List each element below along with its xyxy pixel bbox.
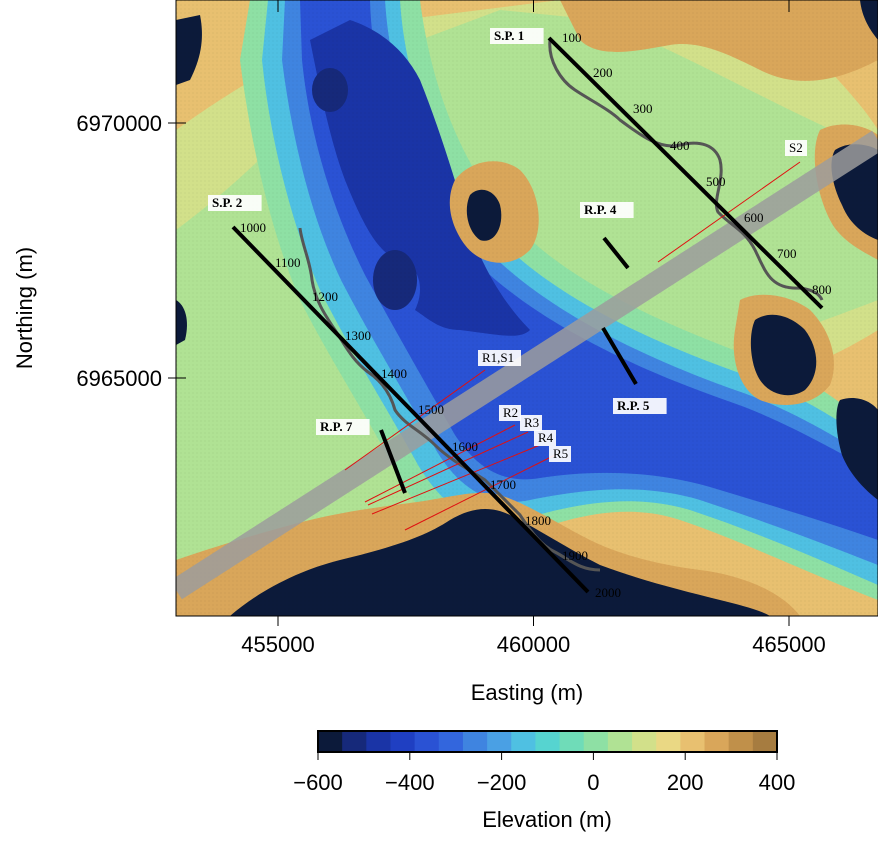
svg-text:R1,S1: R1,S1 — [482, 350, 514, 365]
colorbar-swatch — [559, 731, 585, 752]
receiver-point-label-1: R.P. 5 — [613, 398, 667, 414]
ship-track-band — [176, 130, 878, 600]
svg-text:R.P. 7: R.P. 7 — [320, 419, 353, 434]
y-axis: 6970000 6965000 — [76, 111, 186, 391]
colorbar-swatch — [366, 731, 391, 752]
y-axis-label: Northing (m) — [12, 247, 37, 369]
line1-chainage-100: 100 — [562, 30, 582, 45]
line-label-3: R4 — [534, 430, 556, 446]
red-line-r4 — [371, 444, 541, 515]
svg-text:R.P. 4: R.P. 4 — [584, 202, 617, 217]
colorbar-swatch — [607, 731, 633, 752]
receiver-point-label-2: R.P. 7 — [316, 419, 370, 435]
colorbar-swatch — [728, 731, 754, 752]
colorbar-swatch — [462, 731, 488, 752]
svg-text:S.P. 1: S.P. 1 — [494, 28, 524, 43]
colorbar-swatch — [511, 731, 536, 752]
receiver-line-rp7 — [379, 429, 407, 494]
line2-chainage-1300: 1300 — [345, 328, 371, 343]
line1-chainage-labels: 100 200 300 400 500 600 700 800 — [562, 30, 832, 297]
line1-chainage-500: 500 — [706, 174, 726, 189]
colorbar-swatch — [656, 731, 681, 752]
colorbar-swatch — [342, 731, 367, 752]
colorbar-swatch — [390, 731, 416, 752]
colorbar-tick-label: −200 — [477, 770, 527, 795]
line2-chainage-1500: 1500 — [418, 402, 444, 417]
line1-chainage-600: 600 — [744, 210, 764, 225]
line2-chainage-1700: 1700 — [490, 477, 516, 492]
red-line-r2 — [364, 424, 516, 503]
line2-chainage-1200: 1200 — [312, 289, 338, 304]
colorbar-swatch — [438, 731, 464, 752]
line2-chainage-labels: 1000 1100 1200 1300 1400 1500 1600 1700 1800 1900… — [240, 220, 621, 600]
svg-text:S.P. 2: S.P. 2 — [212, 195, 242, 210]
line2-chainage-1900: 1900 — [562, 548, 588, 563]
svg-text:R.P. 5: R.P. 5 — [617, 398, 650, 413]
receiver-line-rp4 — [602, 236, 630, 270]
y-tick-label-0: 6970000 — [76, 111, 162, 136]
shot-point-label-1: S.P. 1 — [490, 28, 544, 44]
survey-line-2 — [231, 225, 590, 594]
svg-text:R3: R3 — [524, 415, 539, 430]
colorbar-swatch — [752, 731, 778, 752]
receiver-point-label-0: R.P. 4 — [580, 202, 634, 218]
line1-chainage-700: 700 — [777, 246, 797, 261]
line1-chainage-400: 400 — [670, 138, 690, 153]
tag-labels: S.P. 1S.P. 2 R.P. 4R.P. 5R.P. 7R1,S1R2R3R… — [208, 28, 807, 462]
x-tick-label-2: 465000 — [752, 632, 825, 657]
colorbar-swatch — [535, 731, 561, 752]
svg-text:S2: S2 — [789, 140, 803, 155]
map-plot-area: 100 200 300 400 500 600 700 800 1000 1100 1200 130… — [176, 0, 878, 616]
colorbar-swatch — [414, 731, 440, 752]
line-label-5: S2 — [785, 140, 807, 156]
line-label-1: R2 — [499, 405, 521, 421]
x-tick-label-1: 460000 — [497, 632, 570, 657]
colorbar-swatch — [487, 731, 512, 752]
x-axis: 455000 460000 465000 — [241, 0, 826, 657]
red-line-s2 — [657, 161, 801, 263]
red-line-r5 — [404, 454, 556, 531]
colorbar-label: Elevation (m) — [482, 807, 612, 832]
line2-chainage-2000: 2000 — [595, 585, 621, 600]
colorbar-swatch — [680, 731, 706, 752]
line1-chainage-200: 200 — [593, 65, 613, 80]
colorbar-frame — [317, 730, 778, 753]
colorbar-swatch — [583, 731, 609, 752]
colorbar-swatch — [632, 731, 657, 752]
line2-chainage-1800: 1800 — [525, 513, 551, 528]
line1-chainage-800: 800 — [812, 282, 832, 297]
receiver-line-rp5 — [601, 326, 638, 386]
colorbar-tick-label: 0 — [587, 770, 599, 795]
colorbar-tick-label: −600 — [293, 770, 343, 795]
svg-text:R5: R5 — [553, 446, 568, 461]
x-tick-label-0: 455000 — [241, 632, 314, 657]
line1-chainage-300: 300 — [633, 101, 653, 116]
colorbar-swatch — [318, 731, 343, 752]
coastline-trace-line1 — [548, 39, 824, 301]
survey-line-1 — [547, 36, 824, 310]
line2-chainage-1000: 1000 — [240, 220, 266, 235]
shot-point-label-2: S.P. 2 — [208, 195, 262, 211]
line2-chainage-1600: 1600 — [452, 439, 478, 454]
colorbar-tick-label: 200 — [667, 770, 704, 795]
elevation-colorbar: −600 −400 −200 0 200 400 — [293, 730, 796, 795]
red-line-r1s1 — [344, 369, 486, 471]
colorbar-swatch — [704, 731, 730, 752]
line2-chainage-1100: 1100 — [275, 255, 301, 270]
colorbar-tick-label: 400 — [759, 770, 796, 795]
svg-text:R4: R4 — [538, 430, 554, 445]
x-axis-label: Easting (m) — [471, 680, 583, 705]
line-label-2: R3 — [520, 415, 542, 431]
red-line-r3 — [367, 431, 529, 506]
y-tick-label-1: 6965000 — [76, 366, 162, 391]
svg-text:R2: R2 — [503, 405, 518, 420]
line-label-0: R1,S1 — [478, 350, 521, 366]
line2-chainage-1400: 1400 — [381, 366, 407, 381]
plot-frame — [175, 0, 878, 617]
colorbar-tick-label: −400 — [385, 770, 435, 795]
line-label-4: R5 — [549, 446, 571, 462]
red-lines — [344, 161, 801, 531]
